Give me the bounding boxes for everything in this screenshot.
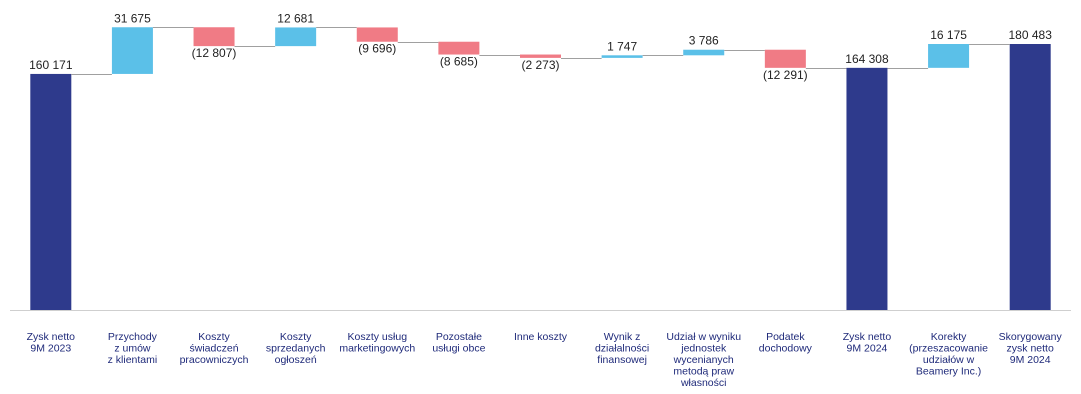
category-label-line: Zysk netto: [843, 331, 892, 343]
category-label-10: Zysk netto 9M 2024: [843, 331, 892, 355]
category-label-line: Beamery Inc.): [916, 366, 981, 378]
category-label-line: wycenianych: [673, 354, 734, 366]
value-label-1: 31 675: [114, 11, 151, 25]
value-label-0: 160 171: [29, 58, 73, 72]
value-label-12: 180 483: [1008, 28, 1052, 42]
category-label-2: Koszty świadczeń pracowniczych: [180, 331, 249, 366]
category-label-line: działalności: [595, 343, 649, 355]
category-label-line: metodą praw: [673, 366, 734, 378]
category-label-line: Podatek: [766, 331, 805, 343]
category-label-line: marketingowych: [339, 343, 415, 355]
value-label-9: (12 291): [763, 68, 808, 82]
bar-11: [928, 44, 970, 68]
category-label-line: Korekty: [931, 331, 967, 343]
category-label-7: Wynik z działalności finansowej: [595, 331, 649, 366]
bar-7: [601, 55, 643, 58]
category-label-line: Koszty: [280, 331, 312, 343]
bar-12: [1009, 44, 1051, 310]
category-label-line: ogłoszeń: [275, 354, 317, 366]
category-label-line: Zysk netto: [27, 331, 76, 343]
category-label-line: z umów: [114, 343, 151, 355]
category-label-5: Pozostałe usługi obce: [432, 331, 485, 355]
category-label-line: własności: [680, 377, 727, 389]
category-label-0: Zysk netto 9M 2023: [27, 331, 76, 355]
category-label-line: usługi obce: [432, 343, 485, 355]
category-label-line: pracowniczych: [180, 354, 249, 366]
category-label-line: z klientami: [108, 354, 158, 366]
bar-10: [846, 67, 888, 311]
category-label-6: Inne koszty: [514, 331, 568, 343]
value-label-3: 12 681: [277, 11, 314, 25]
category-label-1: Przychody z umów z klientami: [108, 331, 158, 366]
bar-6: [520, 54, 561, 58]
category-label-line: 9M 2024: [1010, 354, 1051, 366]
value-label-4: (9 696): [358, 42, 396, 56]
category-label-line: udziałów w: [923, 354, 975, 366]
category-label-line: finansowej: [597, 354, 647, 366]
category-label-line: 9M 2023: [30, 343, 71, 355]
bar-1: [111, 27, 153, 74]
category-label-11: Korekty (przeszacowanie udziałów w Beamery …: [909, 331, 988, 378]
category-label-line: Udział w wyniku: [666, 331, 741, 343]
value-label-10: 164 308: [845, 52, 889, 66]
bar-3: [275, 27, 317, 47]
category-label-3: Koszty sprzedanych ogłoszeń: [266, 331, 326, 366]
bar-2: [193, 27, 235, 47]
category-label-9: Podatek dochodowy: [759, 331, 813, 355]
value-label-2: (12 807): [192, 46, 237, 60]
category-label-line: Inne koszty: [514, 331, 568, 343]
bar-5: [438, 41, 480, 55]
category-label-line: jednostek: [680, 343, 727, 355]
value-label-7: 1 747: [607, 39, 637, 53]
bar-0: [30, 73, 72, 310]
category-label-4: Koszty usług marketingowych: [339, 331, 415, 355]
value-label-5: (8 685): [440, 55, 478, 69]
category-label-line: Pozostałe: [436, 331, 482, 343]
bar-9: [764, 49, 806, 68]
bar-4: [356, 27, 398, 42]
category-label-8: Udział w wyniku jednostek wycenianych metod…: [666, 331, 741, 389]
category-label-line: zysk netto: [1007, 343, 1054, 355]
value-label-6: (2 273): [521, 58, 559, 72]
category-label-line: Skorygowany: [999, 331, 1063, 343]
category-label-line: Koszty usług: [348, 331, 408, 343]
category-label-line: Przychody: [108, 331, 158, 343]
bar-8: [683, 49, 725, 56]
category-label-line: (przeszacowanie: [909, 343, 988, 355]
category-label-12: Skorygowany zysk netto 9M 2024: [999, 331, 1063, 366]
value-label-11: 16 175: [930, 28, 967, 42]
category-label-line: Koszty: [198, 331, 230, 343]
category-label-line: sprzedanych: [266, 343, 326, 355]
value-label-8: 3 786: [689, 34, 719, 48]
category-label-line: 9M 2024: [847, 343, 888, 355]
category-label-line: dochodowy: [759, 343, 813, 355]
category-label-line: Wynik z: [604, 331, 641, 343]
category-label-line: świadczeń: [190, 343, 239, 355]
